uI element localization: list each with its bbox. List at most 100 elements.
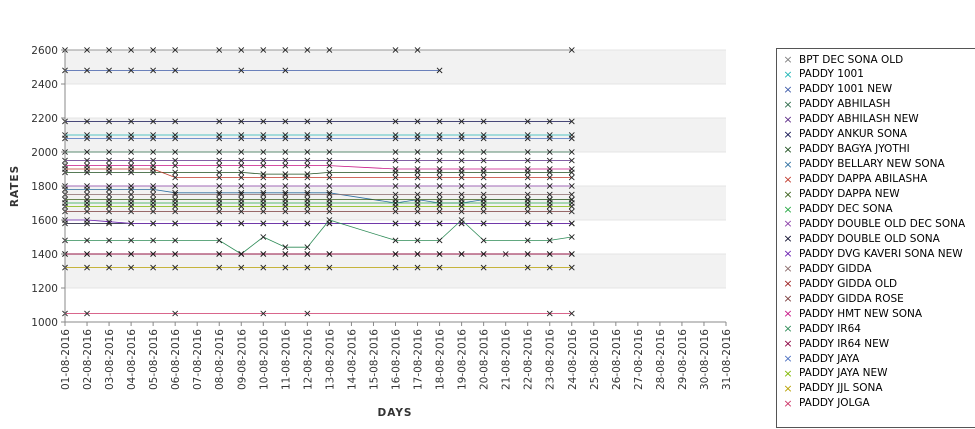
legend-label: PADDY JAYA <box>799 352 860 365</box>
series-5 <box>62 118 575 125</box>
data-point <box>568 264 575 271</box>
data-point <box>282 47 289 53</box>
data-point <box>304 174 311 181</box>
data-point <box>128 149 135 155</box>
legend-marker-icon: × <box>783 292 793 306</box>
data-point <box>216 47 223 53</box>
data-point <box>304 135 311 142</box>
legend-label: PADDY DAPPA NEW <box>799 188 900 201</box>
legend-item: × PADDY DAPPA NEW <box>777 187 900 202</box>
series-line <box>65 171 572 175</box>
data-point <box>436 135 443 142</box>
data-point <box>106 67 112 74</box>
data-point <box>84 118 90 125</box>
data-point <box>282 183 289 189</box>
x-tick-label: 01-08-2016 <box>60 329 72 390</box>
data-point <box>480 183 487 189</box>
data-point <box>260 191 267 198</box>
x-tick-label: 12-08-2016 <box>302 329 314 390</box>
y-tick-label: 1400 <box>31 249 58 261</box>
data-point <box>238 47 245 53</box>
data-point <box>392 149 399 155</box>
data-point <box>546 166 553 172</box>
data-point <box>260 310 267 317</box>
data-point <box>524 166 531 172</box>
data-point <box>414 135 421 142</box>
data-point <box>84 217 90 223</box>
data-point <box>172 67 179 74</box>
data-point <box>216 237 223 244</box>
data-point <box>480 208 487 215</box>
data-point <box>128 47 135 53</box>
data-point <box>128 220 135 227</box>
legend-marker-icon: × <box>783 82 793 96</box>
data-point <box>392 166 399 172</box>
legend-item: × PADDY DAPPA ABILASHA <box>777 172 927 187</box>
data-point <box>458 149 465 155</box>
data-point <box>546 183 553 189</box>
data-point <box>546 118 553 125</box>
legend-item: × PADDY HMT NEW SONA <box>777 306 922 321</box>
legend-item: × PADDY GIDDA OLD <box>777 276 897 291</box>
data-point <box>304 183 311 189</box>
data-point <box>524 174 531 181</box>
legend-item: × PADDY BAGYA JYOTHI <box>777 142 909 157</box>
data-point <box>304 264 311 271</box>
legend-label: PADDY ABHILASH NEW <box>799 113 919 126</box>
data-point <box>260 264 267 271</box>
data-point <box>106 135 112 142</box>
data-point <box>128 251 135 257</box>
data-point <box>150 162 157 169</box>
x-tick-label: 25-08-2016 <box>589 329 601 390</box>
x-tick-label: 02-08-2016 <box>82 329 94 390</box>
data-point <box>392 118 399 125</box>
legend-label: PADDY JOLGA <box>799 397 870 410</box>
data-point <box>304 47 311 53</box>
data-point <box>458 251 465 257</box>
series-16 <box>62 208 575 215</box>
data-point <box>128 191 135 198</box>
series-13 <box>62 217 575 227</box>
x-tick-labels: 01-08-2016 02-08-2016 03-08-2016 04-08-2016… <box>60 322 733 390</box>
x-tick-label: 08-08-2016 <box>214 329 226 390</box>
series-line <box>65 219 572 255</box>
data-point <box>282 67 289 74</box>
data-point <box>128 208 135 215</box>
legend-item: × PADDY DEC SONA <box>777 202 892 217</box>
x-tick-label: 27-08-2016 <box>633 329 645 390</box>
data-point <box>216 174 223 181</box>
data-point <box>480 203 487 210</box>
data-point <box>150 251 157 257</box>
data-point <box>524 149 531 155</box>
data-point <box>436 118 443 125</box>
y-tick-label: 1000 <box>31 317 58 329</box>
data-point <box>172 149 179 155</box>
legend-label: PADDY ABHILASH <box>799 98 891 111</box>
data-point <box>480 135 487 142</box>
data-point <box>150 191 157 198</box>
data-point <box>414 251 421 257</box>
data-point <box>216 118 223 125</box>
y-axis-label: RATES <box>9 165 21 207</box>
legend-label: PADDY DOUBLE OLD DEC SONA <box>799 217 966 230</box>
data-point <box>568 135 575 142</box>
data-point <box>260 118 267 125</box>
data-point <box>524 203 531 210</box>
x-tick-label: 18-08-2016 <box>435 329 447 390</box>
legend-marker-icon: × <box>783 352 793 365</box>
data-point <box>524 220 531 227</box>
data-point <box>436 149 443 155</box>
legend-label: PADDY DVG KAVERI SONA NEW <box>799 247 963 260</box>
series-line <box>65 188 572 204</box>
data-point <box>260 149 267 155</box>
data-point <box>282 203 289 210</box>
legend-marker-icon: × <box>783 232 793 246</box>
data-point <box>524 191 531 198</box>
data-point <box>216 183 223 189</box>
data-point <box>282 174 289 181</box>
data-point <box>414 264 421 271</box>
x-tick-label: 22-08-2016 <box>523 329 535 390</box>
x-tick-label: 21-08-2016 <box>501 329 513 390</box>
x-tick-label: 07-08-2016 <box>192 329 204 390</box>
